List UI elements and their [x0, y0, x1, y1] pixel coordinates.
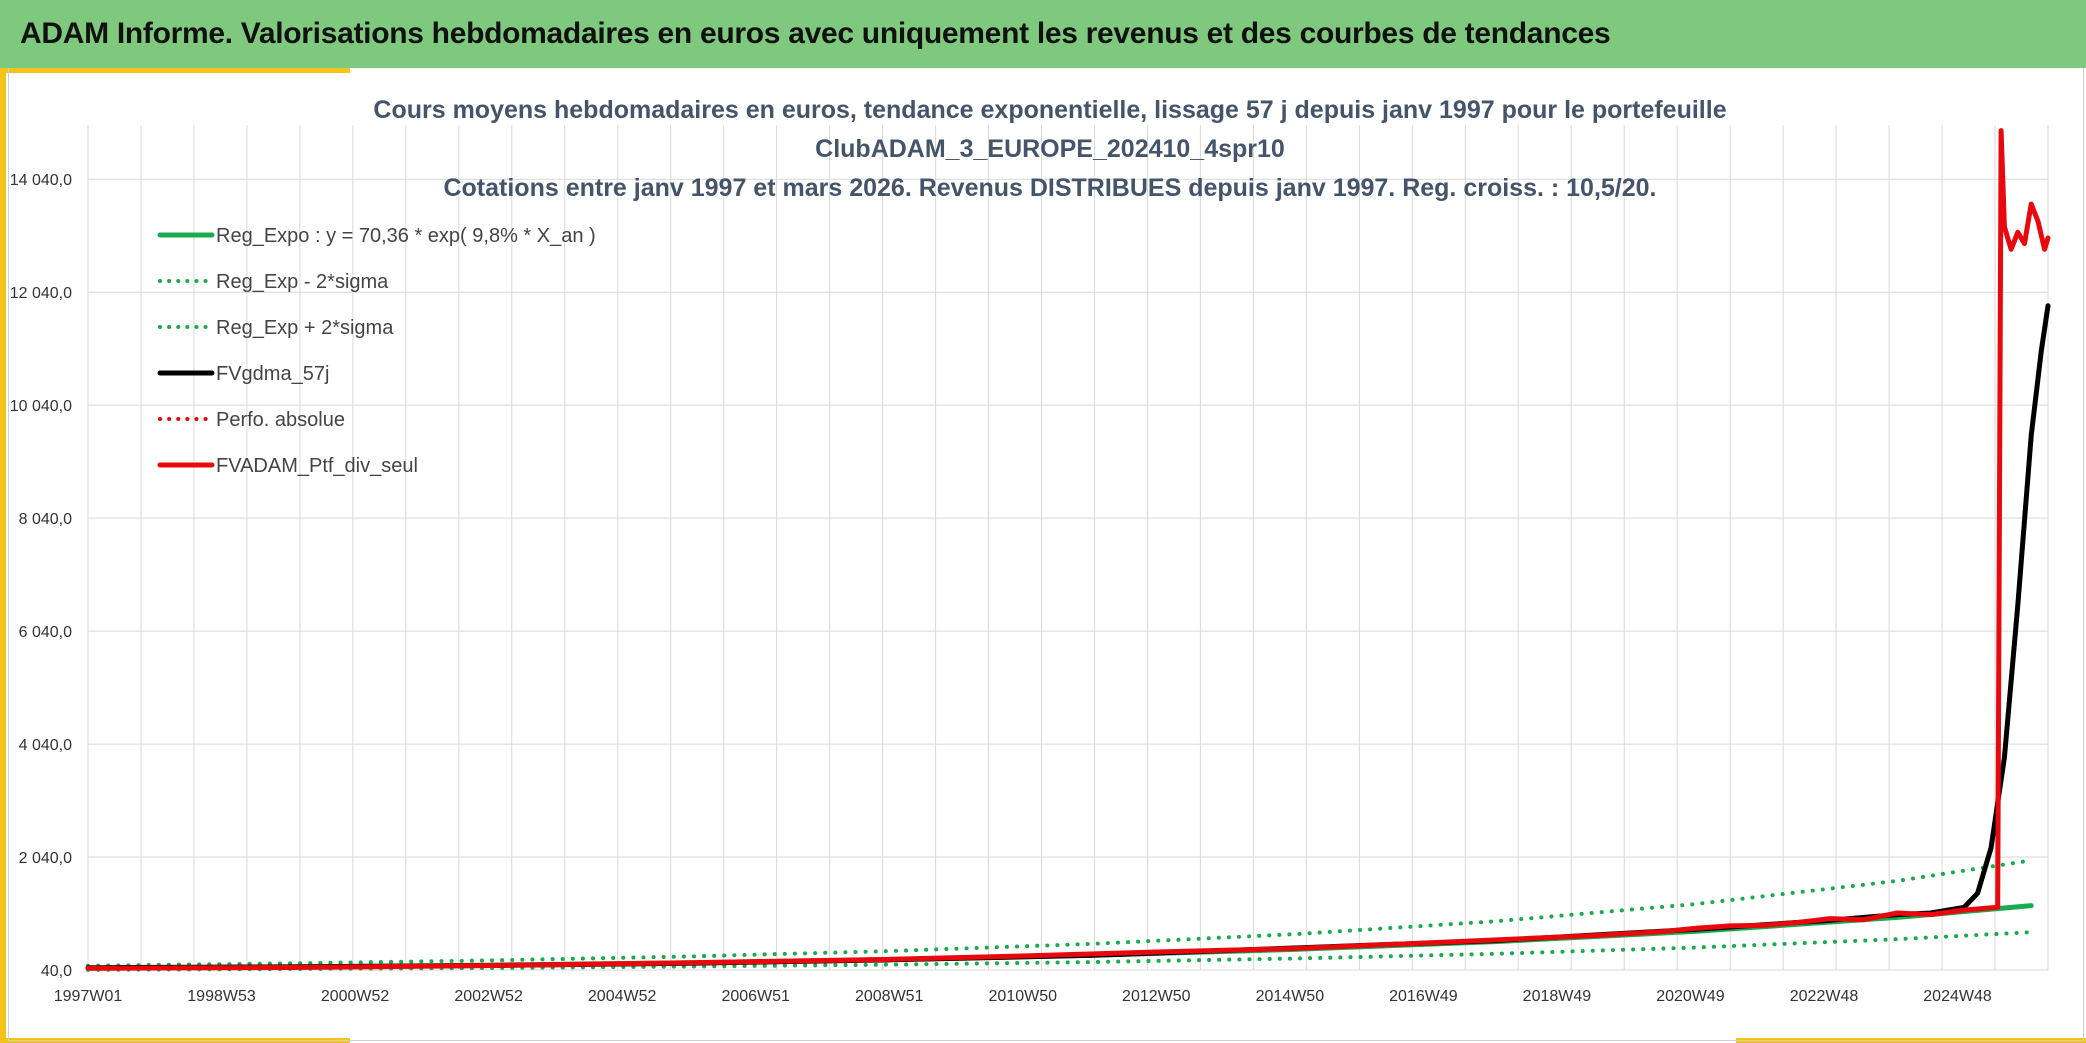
x-tick-label: 1997W01	[54, 988, 123, 1005]
accent-bar-top-left	[0, 68, 350, 73]
x-tick-label: 2008W51	[855, 988, 924, 1005]
series-line	[85, 128, 2051, 971]
y-tick-label: 6 040,0	[19, 624, 72, 641]
legend-label: Perfo. absolue	[216, 409, 345, 431]
series-line	[86, 858, 2034, 968]
legend-label: Reg_Exp + 2*sigma	[216, 317, 394, 339]
x-tick-label: 2016W49	[1389, 988, 1458, 1005]
legend-label: FVgdma_57j	[216, 363, 329, 385]
y-tick-label: 4 040,0	[19, 737, 72, 754]
x-tick-label: 2020W49	[1656, 988, 1725, 1005]
x-tick-label: 2000W52	[321, 988, 390, 1005]
legend-label: Reg_Exp - 2*sigma	[216, 271, 389, 293]
legend-label: FVADAM_Ptf_div_seul	[216, 455, 418, 477]
chart-title-line-3: Cotations entre janv 1997 et mars 2026. …	[443, 174, 1656, 202]
chart-frame	[8, 68, 2084, 1041]
x-tick-label: 2010W50	[989, 988, 1058, 1005]
x-tick-label: 2004W52	[588, 988, 657, 1005]
y-tick-label: 40,0	[41, 963, 72, 980]
header-bar: ADAM Informe. Valorisations hebdomadaire…	[0, 0, 2086, 68]
accent-bar-left	[0, 68, 6, 1043]
x-tick-label: 2024W48	[1923, 988, 1992, 1005]
x-tick-label: 1998W53	[187, 988, 256, 1005]
y-tick-label: 8 040,0	[19, 511, 72, 528]
chart-title: Cours moyens hebdomadaires en euros, ten…	[373, 96, 1726, 202]
chart-title-line-2: ClubADAM_3_EUROPE_202410_4spr10	[815, 135, 1285, 163]
y-tick-label: 12 040,0	[10, 285, 72, 302]
x-tick-label: 2014W50	[1256, 988, 1325, 1005]
legend: Reg_Expo : y = 70,36 * exp( 9,8% * X_an …	[157, 225, 596, 477]
y-tick-label: 14 040,0	[10, 172, 72, 189]
x-tick-label: 2002W52	[454, 988, 523, 1005]
x-tick-label: 2018W49	[1523, 988, 1592, 1005]
page-title: ADAM Informe. Valorisations hebdomadaire…	[20, 17, 1611, 50]
series-line	[85, 903, 2034, 971]
y-tick-label: 10 040,0	[10, 398, 72, 415]
x-tick-label: 2012W50	[1122, 988, 1191, 1005]
y-tick-label: 2 040,0	[19, 850, 72, 867]
x-tick-label: 2006W51	[721, 988, 790, 1005]
series-layer	[85, 128, 2051, 972]
axis-layer: 40,0 2 040,0 4 040,0 6 040,0 8 040,0 10 040,0…	[10, 172, 1992, 1005]
chart-title-line-1: Cours moyens hebdomadaires en euros, ten…	[373, 96, 1726, 124]
x-tick-label: 2022W48	[1790, 988, 1859, 1005]
legend-label: Reg_Expo : y = 70,36 * exp( 9,8% * X_an …	[216, 225, 596, 247]
grid-layer	[87, 125, 2049, 971]
